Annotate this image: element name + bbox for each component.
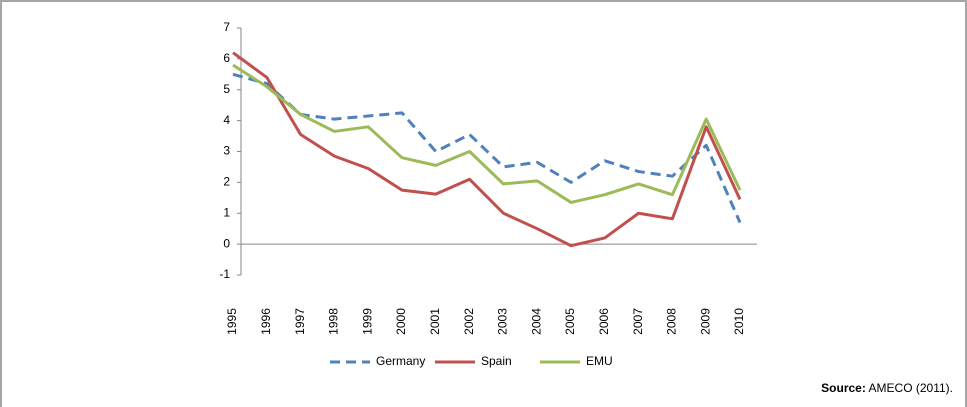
x-tick-label: 2008 xyxy=(665,308,679,335)
source-text: AMECO (2011). xyxy=(868,381,953,395)
legend-label: Germany xyxy=(376,354,425,368)
x-tick-label: 2006 xyxy=(597,308,611,335)
series-line xyxy=(232,72,742,224)
x-tick-label: 2010 xyxy=(732,308,746,335)
x-tick-label: 1997 xyxy=(293,308,307,335)
y-tick-label: 0 xyxy=(223,236,230,250)
y-tick-label: 2 xyxy=(223,175,230,189)
y-tick-label: 3 xyxy=(223,144,230,158)
x-tick-label: 2007 xyxy=(631,308,645,335)
x-tick-label: 2001 xyxy=(428,308,442,335)
x-tick-label: 1995 xyxy=(225,308,239,335)
y-tick-label: 6 xyxy=(223,51,230,65)
x-tick-label: 2005 xyxy=(563,308,577,335)
x-tick-label: 1999 xyxy=(360,308,374,335)
y-tick-label: 5 xyxy=(223,82,230,96)
x-tick-label: 1996 xyxy=(259,308,273,335)
x-tick-label: 2004 xyxy=(529,308,543,335)
x-tick-label: 1998 xyxy=(327,308,341,335)
x-tick-label: 2009 xyxy=(698,308,712,335)
source-label: Source: xyxy=(821,381,866,395)
x-tick-label: 2003 xyxy=(496,308,510,335)
series-line xyxy=(232,51,742,248)
y-tick-label: 7 xyxy=(223,20,230,34)
x-tick-label: 2000 xyxy=(394,308,408,335)
y-tick-label: -1 xyxy=(219,267,230,281)
y-tick-label: 1 xyxy=(223,205,230,219)
series-line xyxy=(232,63,742,204)
legend-label: EMU xyxy=(586,354,613,368)
source: Source: AMECO (2011). xyxy=(821,381,953,395)
x-tick-label: 2002 xyxy=(462,308,476,335)
legend-label: Spain xyxy=(481,354,512,368)
y-tick-label: 4 xyxy=(223,113,230,127)
